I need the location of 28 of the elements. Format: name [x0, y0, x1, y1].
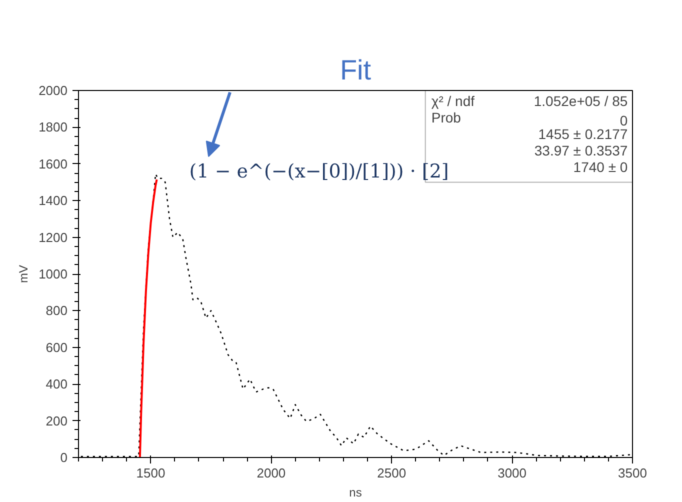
y-tick-label: 1000 — [38, 266, 68, 282]
y-tick-label: 1800 — [38, 120, 68, 135]
annotation: 1.052e+05 / 85 — [534, 92, 628, 109]
x-axis-title: ns — [349, 486, 362, 500]
x-tick-label: 3500 — [618, 466, 647, 480]
annotation: 1740 ± 0 — [573, 158, 628, 175]
line-series — [138, 178, 158, 458]
x-tick-label: 3000 — [498, 466, 527, 480]
y-tick-label: 1400 — [38, 193, 68, 208]
y-tick-label: 1600 — [38, 156, 68, 172]
annotation: 33.97 ± 0.3537 — [534, 142, 628, 158]
y-axis-title: mV — [16, 265, 31, 283]
x-tick-label: 1500 — [136, 466, 166, 480]
annotation: Prob — [431, 109, 462, 126]
y-tick-label: 200 — [46, 413, 68, 428]
x-tick-label: 2000 — [256, 466, 286, 480]
annotation: 1455 ± 0.2177 — [538, 126, 628, 142]
y-tick-label: 400 — [46, 376, 68, 392]
y-tick-label: 800 — [46, 303, 68, 318]
annotation: χ² / ndf — [431, 92, 475, 109]
x-tick-label: 2500 — [377, 466, 406, 480]
y-tick-label: 600 — [46, 340, 68, 355]
chart-title: Fit — [340, 54, 372, 86]
y-tick-label: 2000 — [38, 83, 68, 98]
y-tick-label: 0 — [60, 450, 68, 465]
y-tick-label: 1200 — [38, 230, 68, 245]
annotation: (1 − e^(−(x−[0])/[1])) · [2] — [189, 160, 449, 182]
annotation: 0 — [620, 112, 628, 128]
